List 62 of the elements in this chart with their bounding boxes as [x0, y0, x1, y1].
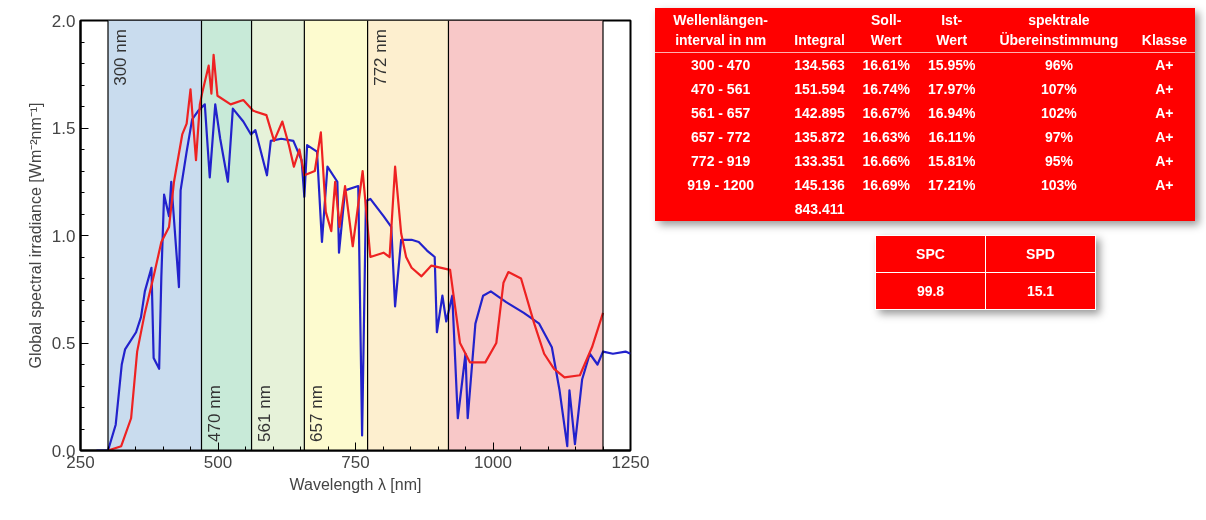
text: 142.895: [793, 104, 846, 123]
text: 95%: [1043, 152, 1074, 171]
text: 470 - 561: [690, 80, 752, 99]
text: 15.95%: [927, 56, 977, 75]
text: 17.97%: [927, 80, 977, 99]
text: A+: [1154, 176, 1175, 195]
ref-line-label: 772 nm: [370, 29, 390, 86]
text: 16.11%: [927, 128, 977, 147]
text: 145.136: [793, 176, 846, 195]
text: 133.351: [793, 152, 846, 171]
ref-line-label: 561 nm: [254, 385, 274, 442]
text: 16.69%: [861, 176, 911, 195]
text: 151.594: [793, 80, 846, 99]
text: SPC: [875, 235, 986, 273]
text: 17.21%: [927, 176, 977, 195]
y-tick-label: 1.0: [51, 226, 76, 246]
text: 300 - 470: [690, 56, 752, 75]
ref-line-label: 657 nm: [307, 385, 327, 442]
text: 107%: [1040, 80, 1078, 99]
text: 16.67%: [861, 104, 911, 123]
ref-line-label: 470 nm: [204, 385, 224, 442]
text: 135.872: [793, 128, 846, 147]
ref-line-label: 300 nm: [111, 29, 130, 86]
text: 15.1: [985, 272, 1096, 310]
text: Integral: [786, 8, 853, 53]
text: 134.563: [793, 56, 846, 75]
x-tick-label: 500: [203, 452, 233, 472]
y-axis-title: Global spectral irradiance [Wm⁻²nm⁻¹]: [26, 102, 44, 369]
text: 843.411: [793, 200, 846, 219]
text: A+: [1154, 80, 1175, 99]
text: 16.66%: [861, 152, 911, 171]
text: 16.63%: [861, 128, 911, 147]
text: A+: [1154, 152, 1175, 171]
x-tick-label: 1250: [611, 452, 650, 472]
text: A+: [1154, 128, 1175, 147]
text: A+: [1154, 56, 1175, 75]
y-tick-label: 1.5: [51, 119, 76, 138]
text: 772 - 919: [690, 152, 752, 171]
text: 99.8: [875, 272, 986, 310]
x-tick-label: 1000: [474, 452, 512, 472]
y-tick-label: 2.0: [51, 11, 76, 31]
y-tick-label: 0.5: [51, 334, 76, 353]
text: A+: [1154, 104, 1175, 123]
text: SPD: [985, 235, 1096, 273]
text: 102%: [1040, 104, 1078, 123]
text: 97%: [1043, 128, 1074, 147]
text: 657 - 772: [690, 128, 752, 147]
text: 16.94%: [927, 104, 977, 123]
text: 15.81%: [927, 152, 977, 171]
x-tick-label: 750: [341, 452, 370, 472]
text: Ist-Wert: [919, 8, 984, 53]
text: Soll-Wert: [852, 8, 920, 53]
text: 16.61%: [861, 56, 911, 75]
text: Wellenlängen-interval in nm: [655, 8, 787, 53]
text: 561 - 657: [690, 104, 752, 123]
text: 103%: [1040, 176, 1078, 195]
text: 16.74%: [861, 80, 911, 99]
text: Klasse: [1133, 8, 1195, 53]
text: 919 - 1200: [686, 176, 756, 195]
text: 96%: [1043, 56, 1074, 75]
x-axis-title: Wavelength λ [nm]: [289, 475, 422, 493]
text: spektrale Übereinstimmung: [983, 8, 1134, 53]
